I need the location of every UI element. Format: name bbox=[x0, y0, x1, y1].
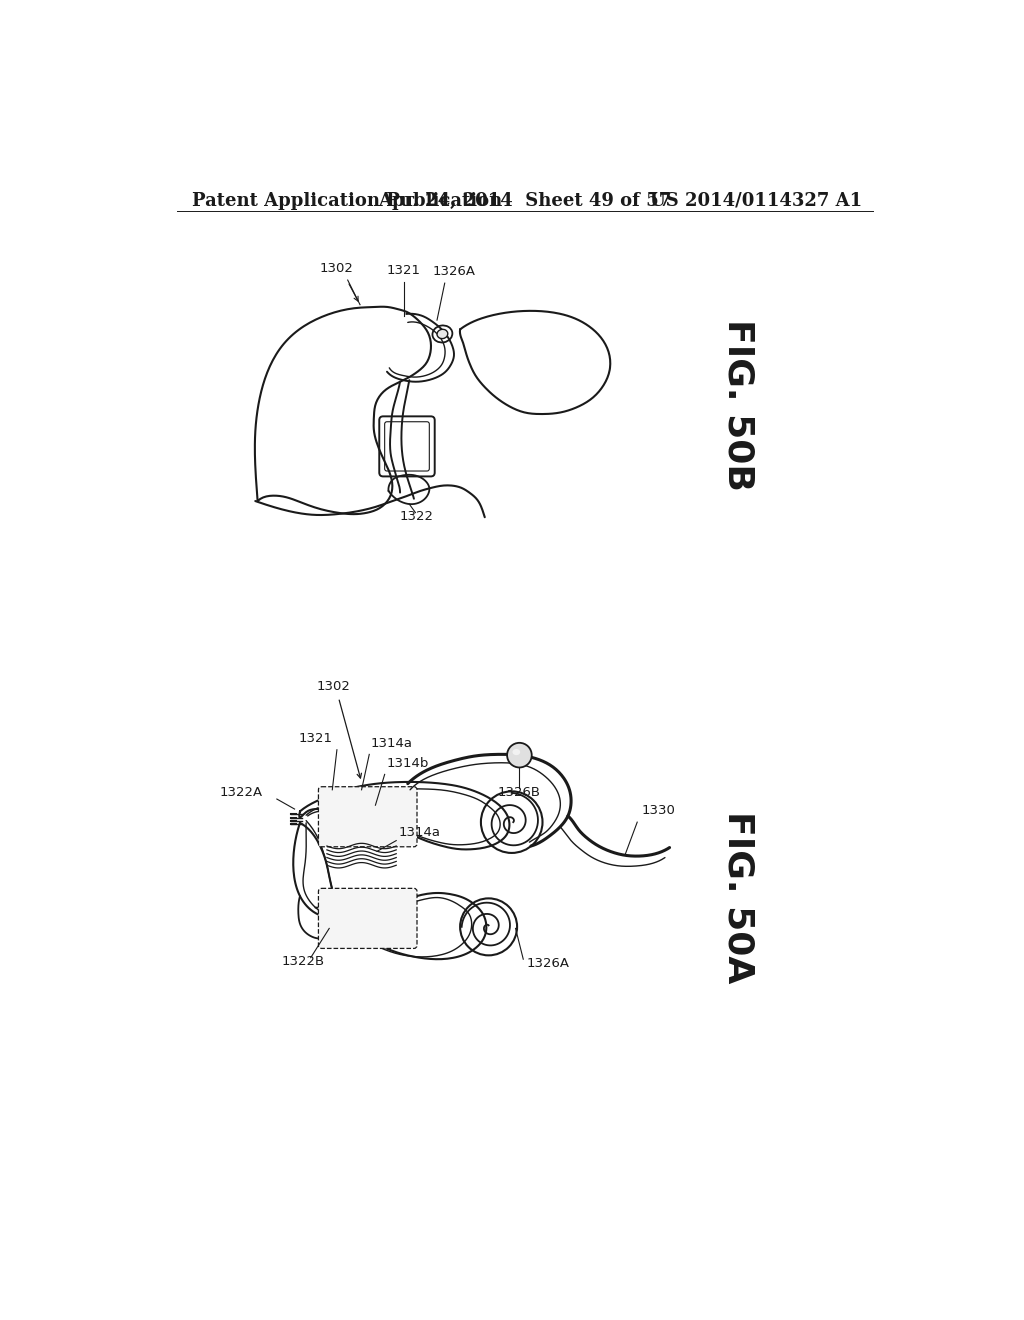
Text: 1321: 1321 bbox=[298, 733, 333, 744]
Text: 1302: 1302 bbox=[319, 263, 354, 276]
Ellipse shape bbox=[437, 329, 447, 339]
Text: 1326B: 1326B bbox=[497, 785, 540, 799]
Text: 1314a: 1314a bbox=[371, 737, 413, 750]
Text: 1322: 1322 bbox=[400, 511, 434, 523]
Text: FIG. 50A: FIG. 50A bbox=[722, 812, 756, 983]
Text: 1321: 1321 bbox=[387, 264, 421, 277]
Text: 1314b: 1314b bbox=[386, 756, 429, 770]
Ellipse shape bbox=[512, 748, 520, 755]
Circle shape bbox=[507, 743, 531, 767]
Text: 1322B: 1322B bbox=[282, 956, 325, 969]
Text: 1330: 1330 bbox=[642, 804, 676, 817]
Text: Patent Application Publication: Patent Application Publication bbox=[193, 191, 503, 210]
Text: 1326A: 1326A bbox=[526, 957, 569, 970]
Text: US 2014/0114327 A1: US 2014/0114327 A1 bbox=[650, 191, 862, 210]
Text: 1322A: 1322A bbox=[220, 785, 263, 799]
Text: 1302: 1302 bbox=[316, 680, 351, 693]
FancyBboxPatch shape bbox=[318, 888, 417, 948]
Text: FIG. 50B: FIG. 50B bbox=[722, 319, 756, 491]
FancyBboxPatch shape bbox=[318, 787, 417, 847]
Text: 1314a: 1314a bbox=[398, 826, 440, 840]
Text: 1326A: 1326A bbox=[432, 265, 475, 279]
Text: Apr. 24, 2014  Sheet 49 of 57: Apr. 24, 2014 Sheet 49 of 57 bbox=[378, 191, 672, 210]
